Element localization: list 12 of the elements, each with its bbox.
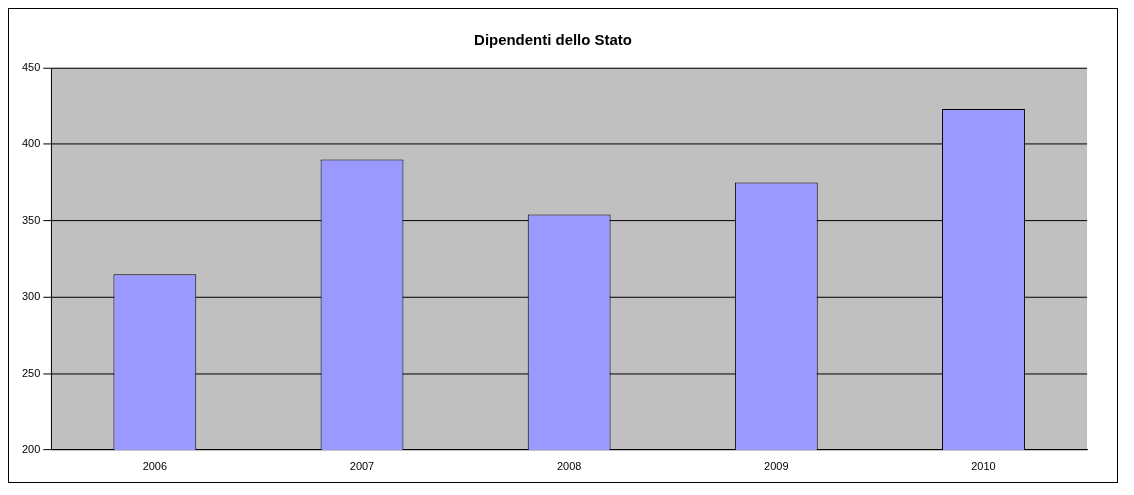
x-tick-label: 2007 (349, 460, 375, 473)
chart-title: Dipendenti dello Stato (474, 31, 632, 48)
x-tick-label: 2008 (556, 460, 582, 473)
y-tick-label: 450 (21, 60, 41, 73)
x-tick-label: 2010 (971, 460, 996, 473)
y-tick-label: 300 (21, 290, 41, 303)
y-tick-label: 350 (21, 213, 41, 226)
x-tick-label: 2006 (142, 460, 168, 473)
y-tick-label: 250 (21, 366, 41, 379)
x-tick-label: 2009 (764, 460, 789, 473)
y-tick-label: 200 (21, 442, 41, 455)
y-tick-label: 400 (21, 137, 41, 150)
